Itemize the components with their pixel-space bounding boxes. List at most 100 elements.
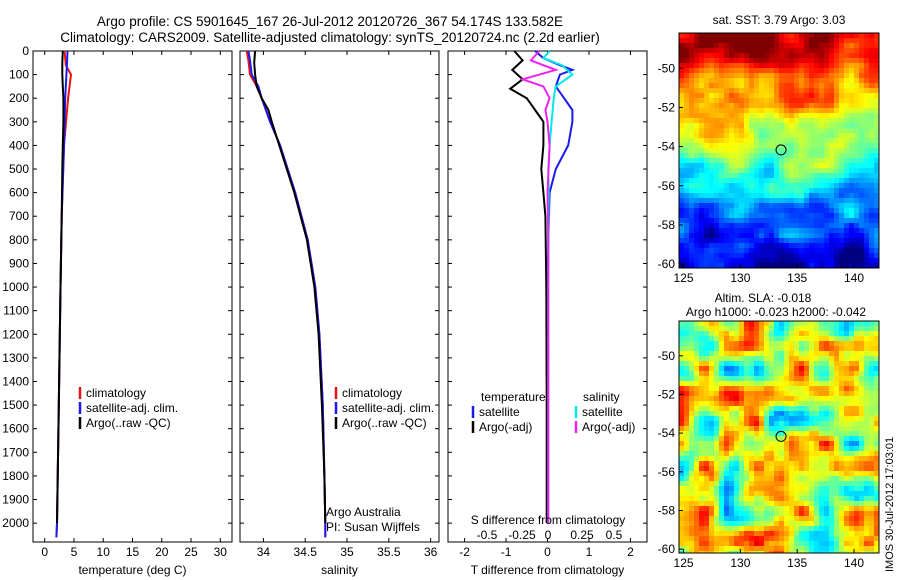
sla_map-image xyxy=(679,321,880,554)
sst_map-xtick-label: 135 xyxy=(787,271,807,285)
depth-tick-label: 500 xyxy=(9,162,29,176)
depth-tick-label: 1400 xyxy=(2,374,29,388)
salinity-xtick-label: 34 xyxy=(257,545,271,559)
legend-salinity-title: salinity xyxy=(583,390,620,404)
salinity-legend-label: Argo(..raw -QC) xyxy=(342,416,427,430)
depth-tick-label: 1000 xyxy=(2,280,29,294)
sla_map-ytick-label: -54 xyxy=(658,426,676,440)
differences-series-line xyxy=(519,50,559,524)
diff-legend-label: satellite xyxy=(479,405,520,419)
argo-australia-label: Argo Australia xyxy=(326,505,401,519)
differences-xtick-label: -1 xyxy=(501,545,512,559)
diff-legend-label: satellite xyxy=(582,405,623,419)
sst_map-ytick-label: -52 xyxy=(658,100,676,114)
depth-tick-label: 1700 xyxy=(2,445,29,459)
temperature-legend-label: climatology xyxy=(86,386,146,400)
depth-tick-label: 2000 xyxy=(2,516,29,530)
depth-tick-label: 1100 xyxy=(3,304,29,318)
depth-tick-label: 1800 xyxy=(2,469,29,483)
sst_map-ytick-label: -56 xyxy=(658,179,676,193)
salinity-xtick-label: 35.5 xyxy=(377,545,401,559)
depth-tick-label: 1200 xyxy=(2,327,29,341)
diff-salinity-tick-label: -0.25 xyxy=(508,528,536,542)
salinity-legend-label: climatology xyxy=(342,386,402,400)
sla_map-xtick-label: 125 xyxy=(674,556,694,570)
depth-tick-label: 600 xyxy=(9,186,29,200)
sla_map-ytick-label: -50 xyxy=(658,349,676,363)
sst_map-image xyxy=(679,33,880,269)
depth-tick-label: 800 xyxy=(9,233,29,247)
diff-salinity-tick-label: -0.5 xyxy=(477,528,498,542)
sla_map-argo-marker xyxy=(775,430,787,442)
title-line-1: Argo profile: CS 5901645_167 26-Jul-2012… xyxy=(96,14,564,29)
diff-salinity-tick-label: 0 xyxy=(545,528,552,542)
sla_map-xtick-label: 135 xyxy=(787,556,807,570)
sla_map-ytick-label: -52 xyxy=(658,387,676,401)
depth-tick-label: 1500 xyxy=(2,398,29,412)
depth-tick-label: 100 xyxy=(9,68,29,82)
depth-tick-label: 400 xyxy=(9,138,29,152)
temperature-legend-label: satellite-adj. clim. xyxy=(86,401,178,415)
sst_map-xtick-label: 125 xyxy=(674,271,694,285)
sla-map-title: Altim. SLA: -0.018 xyxy=(715,291,812,305)
depth-tick-label: 1600 xyxy=(2,422,29,436)
sla_map-xtick-label: 140 xyxy=(844,556,864,570)
diff-salinity-tick-label: 0.5 xyxy=(606,528,623,542)
sla_map-ytick-label: -60 xyxy=(658,542,676,556)
sla-map-subtitle: Argo h1000: -0.023 h2000: -0.042 xyxy=(686,305,866,319)
differences-xtick-label: 2 xyxy=(627,545,634,559)
salinity-xtick-label: 35 xyxy=(340,545,354,559)
salinity-axes-box xyxy=(239,50,440,543)
imos-timestamp: IMOS 30-Jul-2012 17:03:01 xyxy=(884,436,896,572)
differences-xtick-label: 1 xyxy=(586,545,593,559)
temperature-xtick-label: 5 xyxy=(71,545,78,559)
pi-name-label: PI: Susan Wijffels xyxy=(326,520,420,534)
depth-tick-label: 200 xyxy=(9,91,29,105)
temperature-axes-box xyxy=(32,50,233,543)
sst_map-frame xyxy=(678,32,880,269)
salinity-legend-label: satellite-adj. clim. xyxy=(342,401,434,415)
salinity-xlabel: salinity xyxy=(321,563,358,577)
depth-tick-label: 900 xyxy=(9,256,29,270)
sst_map-xtick-label: 140 xyxy=(844,271,864,285)
legend-temperature-title: temperature xyxy=(481,390,546,404)
sst_map-ytick-label: -58 xyxy=(658,218,676,232)
depth-tick-label: 700 xyxy=(9,209,29,223)
temperature-series-line xyxy=(56,50,65,524)
temperature-xtick-label: 30 xyxy=(214,545,228,559)
diff-salinity-tick-label: 0.25 xyxy=(570,528,594,542)
temperature-xtick-label: 10 xyxy=(97,545,111,559)
diff-legend-label: Argo(-adj) xyxy=(479,420,532,434)
sst_map-ytick-label: -60 xyxy=(658,257,676,271)
differences-xtick-label: 0 xyxy=(544,545,551,559)
title-line-2: Climatology: CARS2009. Satellite-adjuste… xyxy=(60,30,600,45)
depth-tick-label: 0 xyxy=(22,44,29,58)
depth-tick-label: 1300 xyxy=(2,351,29,365)
depth-tick-label: 1900 xyxy=(2,493,29,507)
salinity-xtick-label: 34.5 xyxy=(294,545,318,559)
differences-xtick-label: -2 xyxy=(459,545,470,559)
sst_map-argo-marker xyxy=(775,144,787,156)
salinity-series-line xyxy=(253,50,327,524)
sst-map-title: sat. SST: 3.79 Argo: 3.03 xyxy=(713,13,846,27)
temperature-xlabel: temperature (deg C) xyxy=(78,563,186,577)
temperature-xtick-label: 20 xyxy=(155,545,169,559)
depth-tick-label: 300 xyxy=(9,115,29,129)
temperature-xtick-label: 0 xyxy=(41,545,48,559)
salinity-xtick-label: 36 xyxy=(424,545,438,559)
sla_map-ytick-label: -56 xyxy=(658,465,676,479)
temperature-legend-label: Argo(..raw -QC) xyxy=(86,416,171,430)
sst_map-ytick-label: -54 xyxy=(658,140,676,154)
sst_map-xtick-label: 130 xyxy=(730,271,750,285)
temperature-xtick-label: 15 xyxy=(126,545,140,559)
sla_map-ytick-label: -58 xyxy=(658,503,676,517)
sla_map-frame xyxy=(678,320,880,554)
diff-legend-label: Argo(-adj) xyxy=(582,420,635,434)
temperature-xtick-label: 25 xyxy=(184,545,198,559)
sst_map-ytick-label: -50 xyxy=(658,61,676,75)
differences-xlabel: T difference from climatology xyxy=(471,563,625,577)
sla_map-xtick-label: 130 xyxy=(730,556,750,570)
diff-xlabel-salinity: S difference from climatology xyxy=(471,513,626,527)
differences-series-line xyxy=(508,50,548,524)
